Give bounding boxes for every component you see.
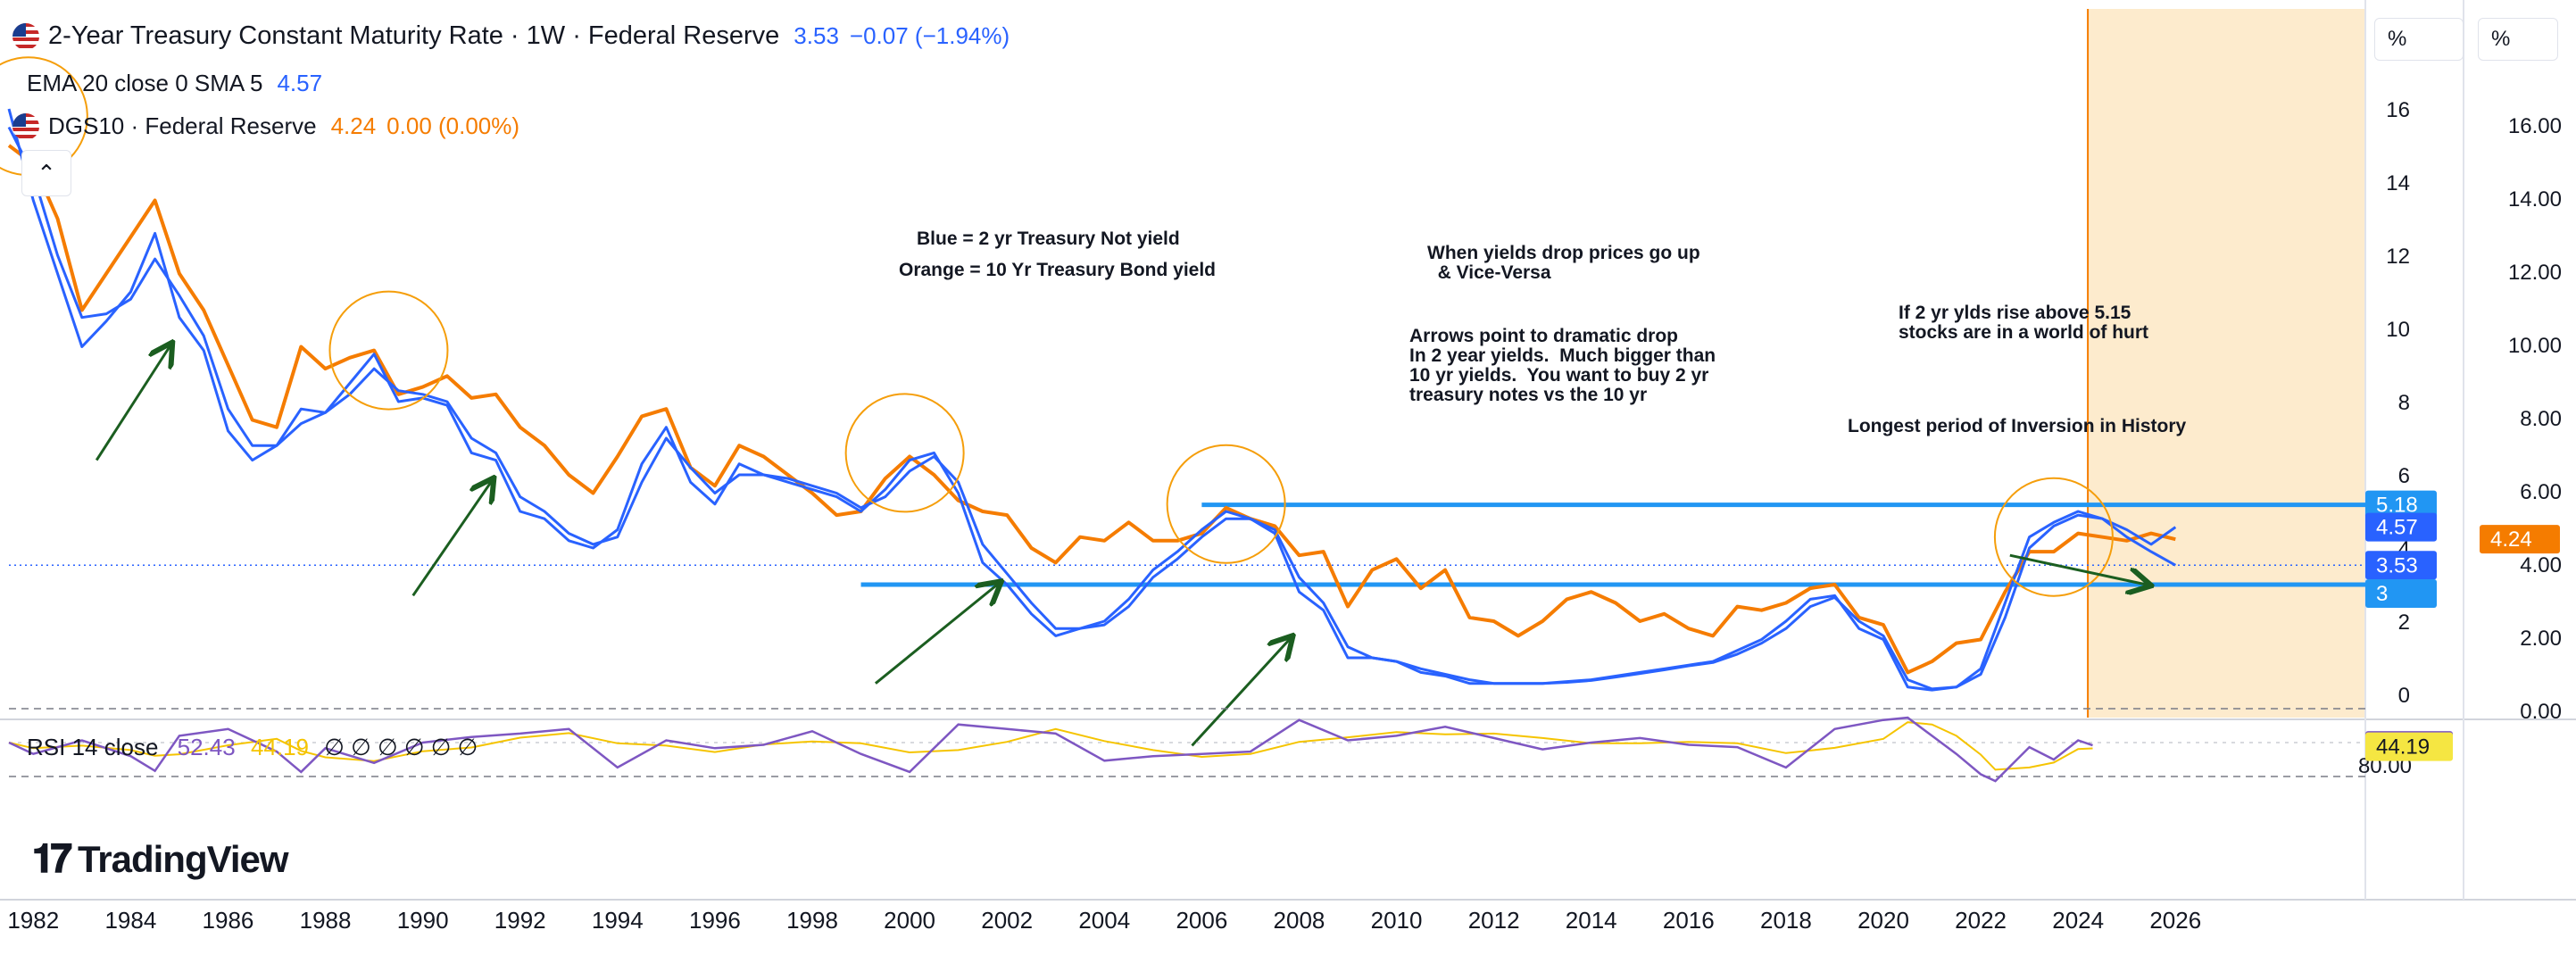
dgs2-price-label: 3.53	[2376, 553, 2418, 577]
chevron-up-icon: ⌃	[37, 159, 56, 187]
scale-percent-button-left[interactable]: %	[2374, 18, 2464, 61]
compare-legend[interactable]: DGS10 · Federal Reserve 4.24 0.00 (0.00%…	[12, 112, 519, 140]
left-axis-tick-label: 16	[2386, 98, 2410, 122]
level-label-3: 3	[2376, 582, 2388, 606]
dgs10-price-label-bg	[2480, 525, 2560, 554]
ema-title: EMA 20 close 0 SMA 5	[27, 70, 263, 96]
trend-arrow	[95, 347, 170, 461]
right-axis-tick-label: 16.00	[2508, 114, 2562, 138]
time-axis-tick-label: 1990	[397, 907, 449, 934]
dgs10-price-label: 4.24	[2490, 527, 2532, 552]
legend-note-blue: Blue = 2 yr Treasury Not yield	[917, 228, 1180, 249]
ema-legend[interactable]: EMA 20 close 0 SMA 5 4.57	[27, 70, 322, 97]
yields-note: When yields drop prices go up & Vice-Ver…	[1427, 243, 1700, 283]
ema-price-label-bg	[2365, 512, 2437, 542]
left-axis-tick-label: 2	[2398, 610, 2410, 635]
left-axis-tick-label: 6	[2398, 464, 2410, 488]
collapse-legend-button[interactable]: ⌃	[21, 150, 71, 196]
main-series-value: 3.53	[794, 22, 839, 49]
left-axis-tick-label: 14	[2386, 171, 2410, 195]
highlight-circle	[1993, 477, 2114, 597]
right-axis-tick-label: 0.00	[2520, 700, 2562, 724]
ema-price-label: 4.57	[2376, 516, 2418, 540]
time-axis-tick-label: 1998	[786, 907, 838, 934]
right-axis-tick-label: 8.00	[2520, 407, 2562, 431]
time-axis-tick-label: 2024	[2052, 907, 2104, 934]
rsi-ma-label-bg	[2365, 732, 2453, 761]
ema-value: 4.57	[277, 70, 323, 96]
right-axis-tick-label: 12.00	[2508, 261, 2562, 285]
trend-arrow	[874, 585, 997, 685]
rsi-value: 52.43	[177, 734, 236, 760]
logo-text: TradingView	[77, 838, 289, 880]
us-flag-icon	[12, 112, 39, 140]
compare-title: DGS10 · Federal Reserve	[48, 112, 317, 139]
left-axis-tick-label: 10	[2386, 318, 2410, 342]
trend-arrow	[1191, 640, 1289, 747]
compare-change: 0.00 (0.00%)	[386, 112, 520, 139]
arrows-note: Arrows point to dramatic drop In 2 year …	[1409, 326, 1716, 405]
time-axis-tick-label: 1986	[203, 907, 254, 934]
time-axis-tick-label: 2018	[1760, 907, 1812, 934]
rsi-title: RSI 14 close	[27, 734, 159, 760]
time-axis-tick-label: 2006	[1176, 907, 1227, 934]
shaded-region	[2088, 9, 2365, 718]
rsi-placeholders: ∅ ∅ ∅ ∅ ∅ ∅	[324, 734, 478, 760]
ema-line	[7, 126, 2177, 691]
level-label-3-bg	[2365, 579, 2437, 608]
highlight-circle	[844, 393, 965, 513]
right-axis-tick-label: 10.00	[2508, 334, 2562, 358]
right-axis-tick-label: 4.00	[2520, 553, 2562, 577]
time-axis-tick-label: 1984	[104, 907, 156, 934]
main-series-change: −0.07 (−1.94%)	[849, 22, 1010, 49]
inversion-note: Longest period of Inversion in History	[1848, 416, 2187, 436]
trend-arrow	[2009, 553, 2147, 585]
time-axis-tick-label: 2016	[1663, 907, 1715, 934]
rsi-line	[8, 716, 2093, 783]
time-axis-tick-label: 2014	[1566, 907, 1617, 934]
dgs10-line	[7, 144, 2176, 675]
dgs2-price-label-bg	[2365, 551, 2437, 580]
time-axis-tick-label: 2020	[1857, 907, 1909, 934]
time-axis-tick-label: 1996	[689, 907, 741, 934]
rsi-ma-line	[8, 721, 2093, 771]
time-axis-tick-label: 1982	[7, 907, 59, 934]
time-axis-tick-label: 2026	[2149, 907, 2201, 934]
time-axis-tick-label: 2012	[1468, 907, 1520, 934]
rise-note: If 2 yr ylds rise above 5.15 stocks are …	[1899, 303, 2149, 343]
left-axis-tick-label: 8	[2398, 391, 2410, 415]
trend-arrow	[411, 482, 491, 597]
time-axis-tick-label: 2000	[884, 907, 935, 934]
rsi-ma-label: 44.19	[2376, 735, 2430, 760]
main-series-title: 2-Year Treasury Constant Maturity Rate ·…	[48, 21, 780, 50]
legend-note-orange: Orange = 10 Yr Treasury Bond yield	[899, 260, 1217, 280]
rsi-ma-value: 44.19	[250, 734, 310, 760]
time-axis-tick-label: 2004	[1078, 907, 1130, 934]
time-axis-tick-label: 1994	[592, 907, 644, 934]
dgs2-line	[7, 108, 2177, 692]
scale-percent-button-right[interactable]: %	[2478, 18, 2558, 61]
us-flag-icon	[12, 22, 39, 50]
left-axis-tick-label: 12	[2386, 245, 2410, 269]
time-axis-tick-label: 2010	[1371, 907, 1423, 934]
tradingview-logo[interactable]: 𝟏𝟕 TradingView	[32, 837, 289, 882]
time-axis-tick-label: 1988	[300, 907, 352, 934]
left-axis-tick-label: 0	[2398, 684, 2410, 708]
tradingview-logo-icon: 𝟏𝟕	[32, 837, 72, 881]
time-axis-tick-label: 2008	[1274, 907, 1325, 934]
main-series-legend[interactable]: 2-Year Treasury Constant Maturity Rate ·…	[12, 21, 1010, 51]
compare-value: 4.24	[330, 112, 377, 139]
right-axis-tick-label: 6.00	[2520, 480, 2562, 504]
highlight-circle	[1166, 444, 1286, 564]
time-axis-tick-label: 2022	[1955, 907, 2007, 934]
highlight-circle	[328, 290, 449, 411]
level-label-518-bg	[2365, 490, 2437, 519]
right-axis-tick-label: 14.00	[2508, 187, 2562, 212]
rsi-legend[interactable]: RSI 14 close 52.43 44.19 ∅ ∅ ∅ ∅ ∅ ∅	[27, 734, 478, 761]
time-axis-tick-label: 2002	[981, 907, 1033, 934]
time-axis-tick-label: 1992	[494, 907, 546, 934]
right-axis-tick-label: 2.00	[2520, 627, 2562, 651]
